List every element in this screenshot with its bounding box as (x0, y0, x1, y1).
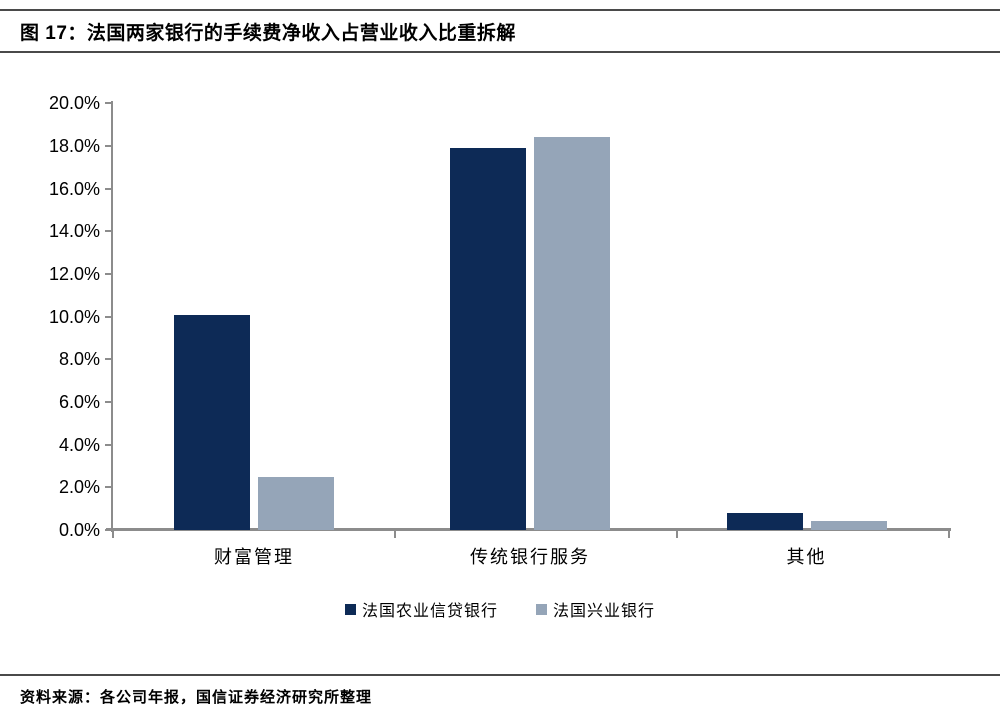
y-axis-tick (105, 358, 112, 361)
bar-s1-g1 (174, 314, 250, 530)
y-axis-tick (105, 486, 112, 489)
y-tick-label: 4.0% (58, 434, 100, 455)
legend-swatch-icon (536, 603, 547, 615)
y-tick-label: 18.0% (48, 135, 100, 156)
x-axis-tick (394, 531, 396, 538)
source-note: 资料来源：各公司年报，国信证券经济研究所整理 (20, 690, 373, 706)
y-tick-label: 14.0% (48, 221, 100, 242)
y-tick-label: 0.0% (58, 520, 100, 540)
legend-swatch-icon (344, 603, 356, 615)
bar-s2-g3 (810, 521, 887, 530)
x-category-label: 财富管理 (214, 547, 294, 567)
footer-rule (0, 674, 1000, 676)
y-axis-line (111, 101, 113, 532)
x-axis-line (106, 528, 951, 531)
x-axis-tick (676, 531, 678, 538)
y-tick-label: 12.0% (48, 263, 100, 284)
bar-s2-g2 (534, 137, 610, 530)
top-rule (0, 9, 1000, 11)
title-rule (0, 51, 1000, 53)
legend-item: 法国农业信贷银行 (344, 597, 498, 621)
y-tick-label: 10.0% (48, 306, 100, 327)
legend-label: 法国兴业银行 (553, 603, 656, 620)
bar-s2-g1 (258, 476, 334, 530)
x-axis-tick (948, 531, 950, 538)
y-axis-tick (105, 144, 112, 147)
y-tick-label: 6.0% (58, 391, 100, 412)
legend-label: 法国农业信贷银行 (361, 603, 498, 620)
x-category-label: 传统银行服务 (470, 547, 590, 567)
legend-item: 法国兴业银行 (536, 597, 655, 621)
y-axis-tick (105, 272, 112, 275)
x-axis-tick (112, 531, 114, 538)
figure-title: 图 17：法国两家银行的手续费净收入占营业收入比重拆解 (20, 23, 516, 44)
y-axis-tick (105, 230, 112, 233)
y-axis-tick (105, 443, 112, 446)
x-category-label: 其他 (786, 547, 827, 567)
y-tick-label: 16.0% (48, 178, 100, 199)
chart-legend: 法国农业信贷银行 法国兴业银行 (0, 597, 1000, 621)
bar-s1-g2 (450, 148, 526, 530)
y-axis-tick (105, 102, 112, 105)
y-tick-label: 2.0% (58, 477, 100, 498)
y-axis-tick (105, 315, 112, 318)
y-axis-tick (105, 187, 112, 190)
y-axis-tick (105, 400, 112, 403)
y-tick-label: 20.0% (48, 93, 100, 114)
y-tick-label: 8.0% (58, 349, 100, 370)
bar-s1-g3 (726, 512, 803, 530)
